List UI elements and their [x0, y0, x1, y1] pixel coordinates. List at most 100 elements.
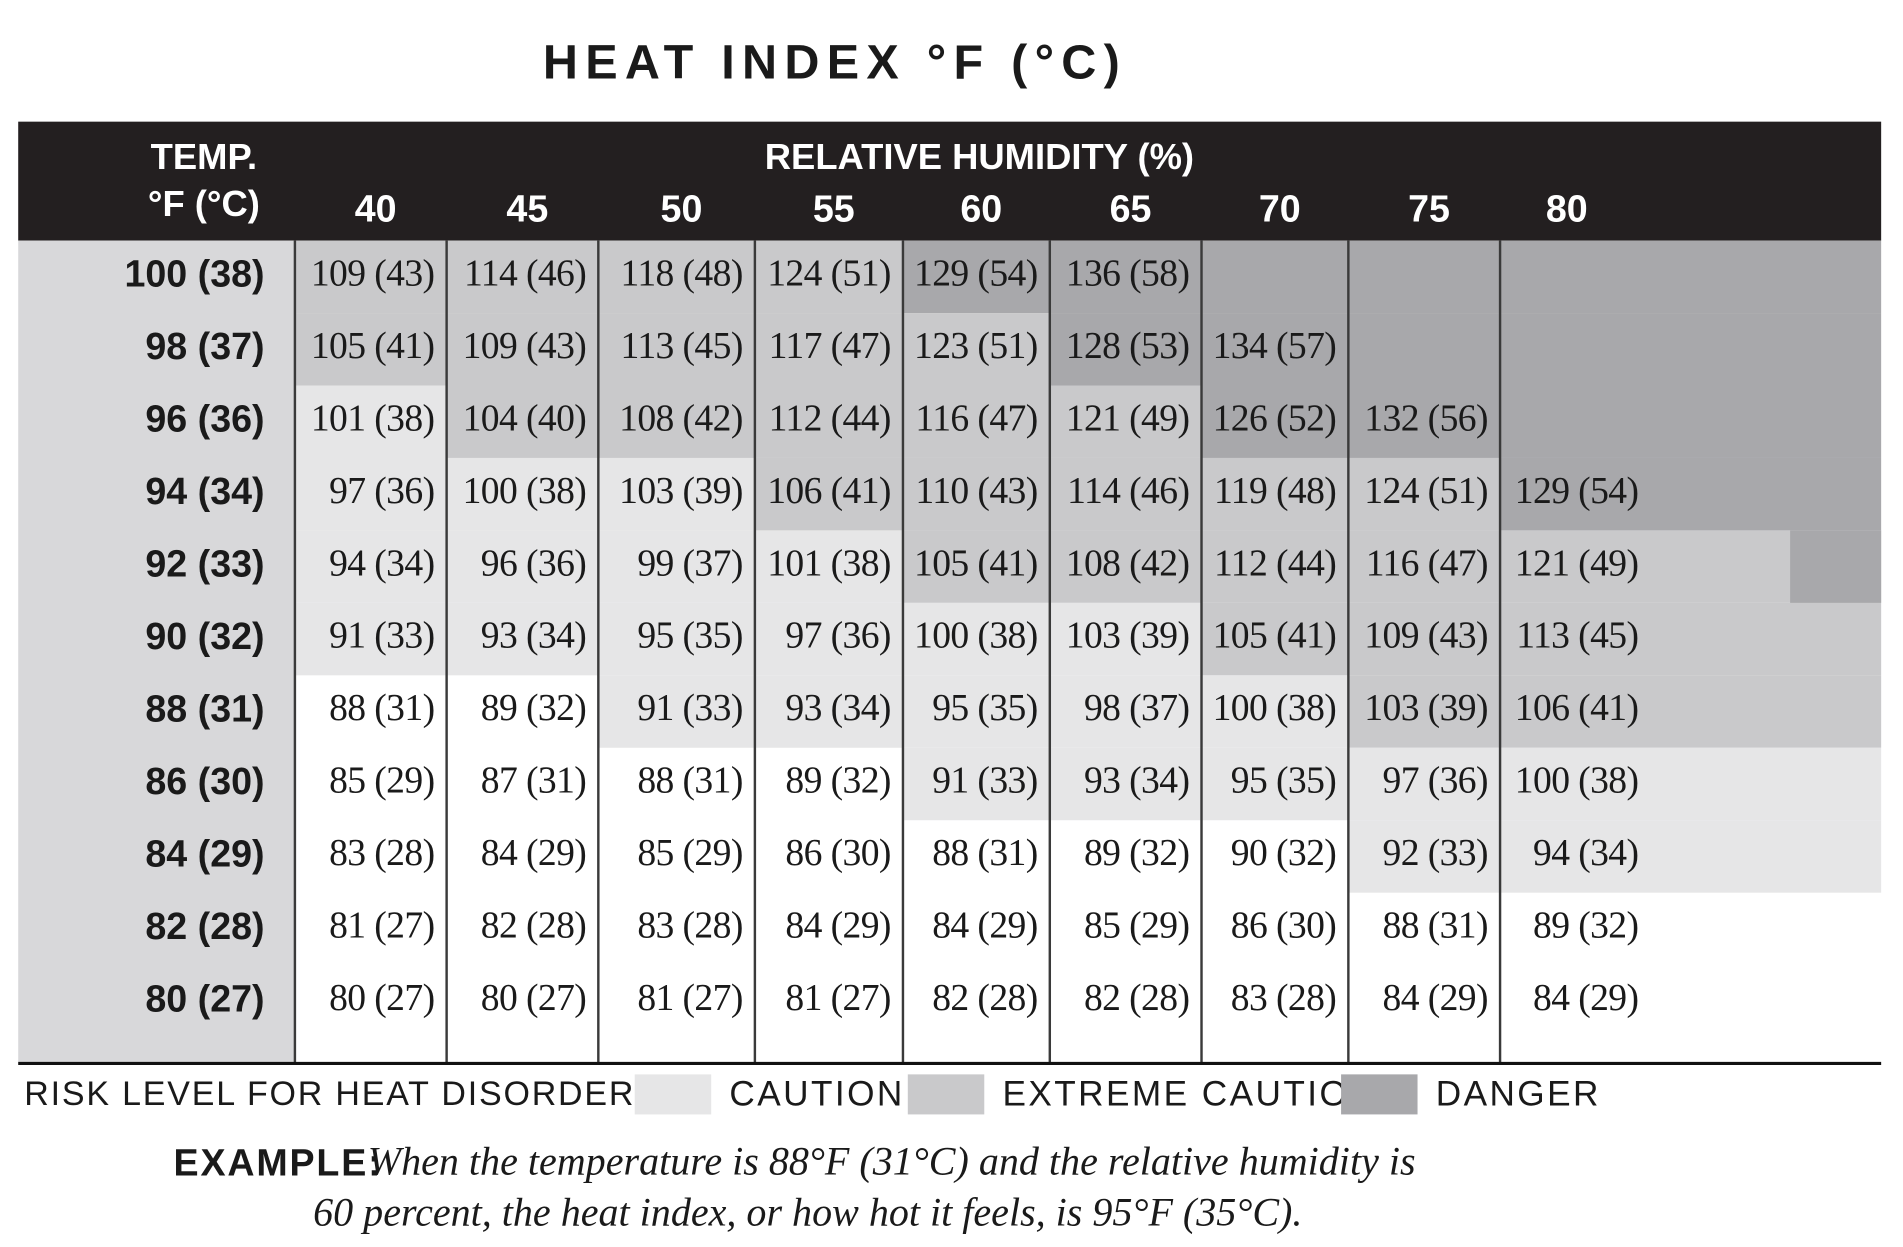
risk-shade — [446, 385, 599, 458]
cell: 94 (34) — [1533, 832, 1638, 874]
risk-shade — [1348, 240, 1501, 314]
risk-shade — [1348, 820, 1501, 893]
risk-shade — [1201, 457, 1349, 531]
risk-shade — [902, 530, 1050, 603]
cell: 104 (40) — [463, 397, 587, 439]
risk-shade — [1201, 240, 1349, 314]
cell: 97 (36) — [785, 615, 890, 657]
cell: 128 (53) — [1066, 325, 1190, 367]
cell: 109 (43) — [1364, 615, 1488, 657]
column-label: 55 — [813, 187, 855, 229]
cell: 100 (38) — [463, 470, 587, 512]
risk-shade — [446, 602, 599, 676]
cell: 124 (51) — [1364, 470, 1488, 512]
cell: 85 (29) — [637, 832, 742, 874]
risk-shade — [294, 530, 447, 603]
cell: 89 (32) — [1084, 832, 1189, 874]
temp-label: TEMP. — [151, 136, 258, 177]
risk-shade — [1049, 313, 1202, 386]
risk-shade — [1500, 820, 1882, 893]
cell: 80 (27) — [329, 977, 434, 1019]
risk-shade — [598, 240, 755, 314]
cell: 100 (38) — [1515, 760, 1639, 802]
cell: 116 (47) — [915, 397, 1037, 439]
risk-shade — [754, 457, 903, 531]
legend-label: CAUTION — [729, 1075, 904, 1114]
row-label: 80 (27) — [145, 977, 264, 1019]
cell: 84 (29) — [1533, 977, 1638, 1019]
column-label: 70 — [1259, 187, 1301, 229]
risk-shade — [1348, 747, 1501, 821]
cell: 97 (36) — [329, 470, 434, 512]
row-label: 92 (33) — [145, 543, 264, 585]
row-label: 86 (30) — [145, 760, 264, 802]
legend-label: EXTREME CAUTION — [1002, 1075, 1377, 1114]
title: HEAT INDEX °F (°C) — [543, 36, 1127, 90]
cell: 84 (29) — [785, 905, 890, 947]
cell: 89 (32) — [481, 687, 586, 729]
column-label: 40 — [355, 187, 397, 229]
cell: 95 (35) — [637, 615, 742, 657]
cell: 103 (39) — [1066, 615, 1190, 657]
risk-shade — [1348, 675, 1501, 748]
cell: 117 (47) — [769, 325, 891, 367]
cell: 91 (33) — [932, 760, 1037, 802]
legend-swatch — [907, 1074, 985, 1115]
cell: 88 (31) — [329, 687, 434, 729]
legend: CAUTION EXTREME CAUTION DANGER — [634, 1074, 1598, 1115]
risk-shade — [1049, 602, 1202, 676]
cell: 108 (42) — [1066, 542, 1190, 584]
column-label: 60 — [960, 187, 1002, 229]
cell: 121 (49) — [1515, 542, 1639, 584]
cell: 118 (48) — [621, 252, 743, 294]
cell: 129 (54) — [914, 252, 1038, 294]
cell: 82 (28) — [932, 977, 1037, 1019]
cell: 123 (51) — [914, 325, 1038, 367]
cell: 84 (29) — [481, 832, 586, 874]
column-label: 65 — [1110, 187, 1152, 229]
cell: 81 (27) — [785, 977, 890, 1019]
cell: 134 (57) — [1213, 325, 1337, 367]
cell: 83 (28) — [1231, 977, 1336, 1019]
table-body: 100 (38) 109 (43) 114 (46) 118 (48) 124 (51)… — [124, 240, 1882, 1063]
risk-shade — [1049, 385, 1202, 458]
temp-label: °F (°C) — [148, 183, 260, 224]
cell: 112 (44) — [769, 397, 891, 439]
risk-shade — [598, 675, 755, 748]
column-label: 50 — [661, 187, 703, 229]
cell: 100 (38) — [914, 615, 1038, 657]
cell: 106 (41) — [1515, 687, 1639, 729]
cell: 95 (35) — [932, 687, 1037, 729]
cell: 93 (34) — [1084, 760, 1189, 802]
risk-shade — [294, 240, 447, 314]
risk-shade — [754, 675, 903, 748]
cell: 84 (29) — [1383, 977, 1488, 1019]
risk-shade — [1201, 313, 1349, 386]
cell: 85 (29) — [329, 760, 434, 802]
cell: 88 (31) — [932, 832, 1037, 874]
cell: 82 (28) — [1084, 977, 1189, 1019]
cell: 124 (51) — [767, 252, 891, 294]
column-label: 45 — [506, 187, 548, 229]
cell: 81 (27) — [329, 905, 434, 947]
cell: 114 (46) — [1067, 470, 1189, 512]
cell: 113 (45) — [1516, 615, 1638, 657]
cell: 89 (32) — [785, 760, 890, 802]
risk-shade — [1201, 602, 1349, 676]
row-label: 96 (36) — [145, 398, 264, 440]
risk-shade — [1790, 530, 1882, 603]
cell: 121 (49) — [1066, 397, 1190, 439]
risk-shade — [598, 385, 755, 458]
cell: 94 (34) — [329, 542, 434, 584]
cell: 81 (27) — [637, 977, 742, 1019]
risk-shade — [902, 747, 1050, 821]
cell: 105 (41) — [1213, 615, 1337, 657]
cell: 101 (38) — [311, 397, 435, 439]
row-label: 88 (31) — [145, 687, 264, 729]
risk-shade — [902, 602, 1050, 676]
risk-shade — [1201, 385, 1349, 458]
cell: 116 (47) — [1366, 542, 1488, 584]
risk-shade — [446, 240, 599, 314]
